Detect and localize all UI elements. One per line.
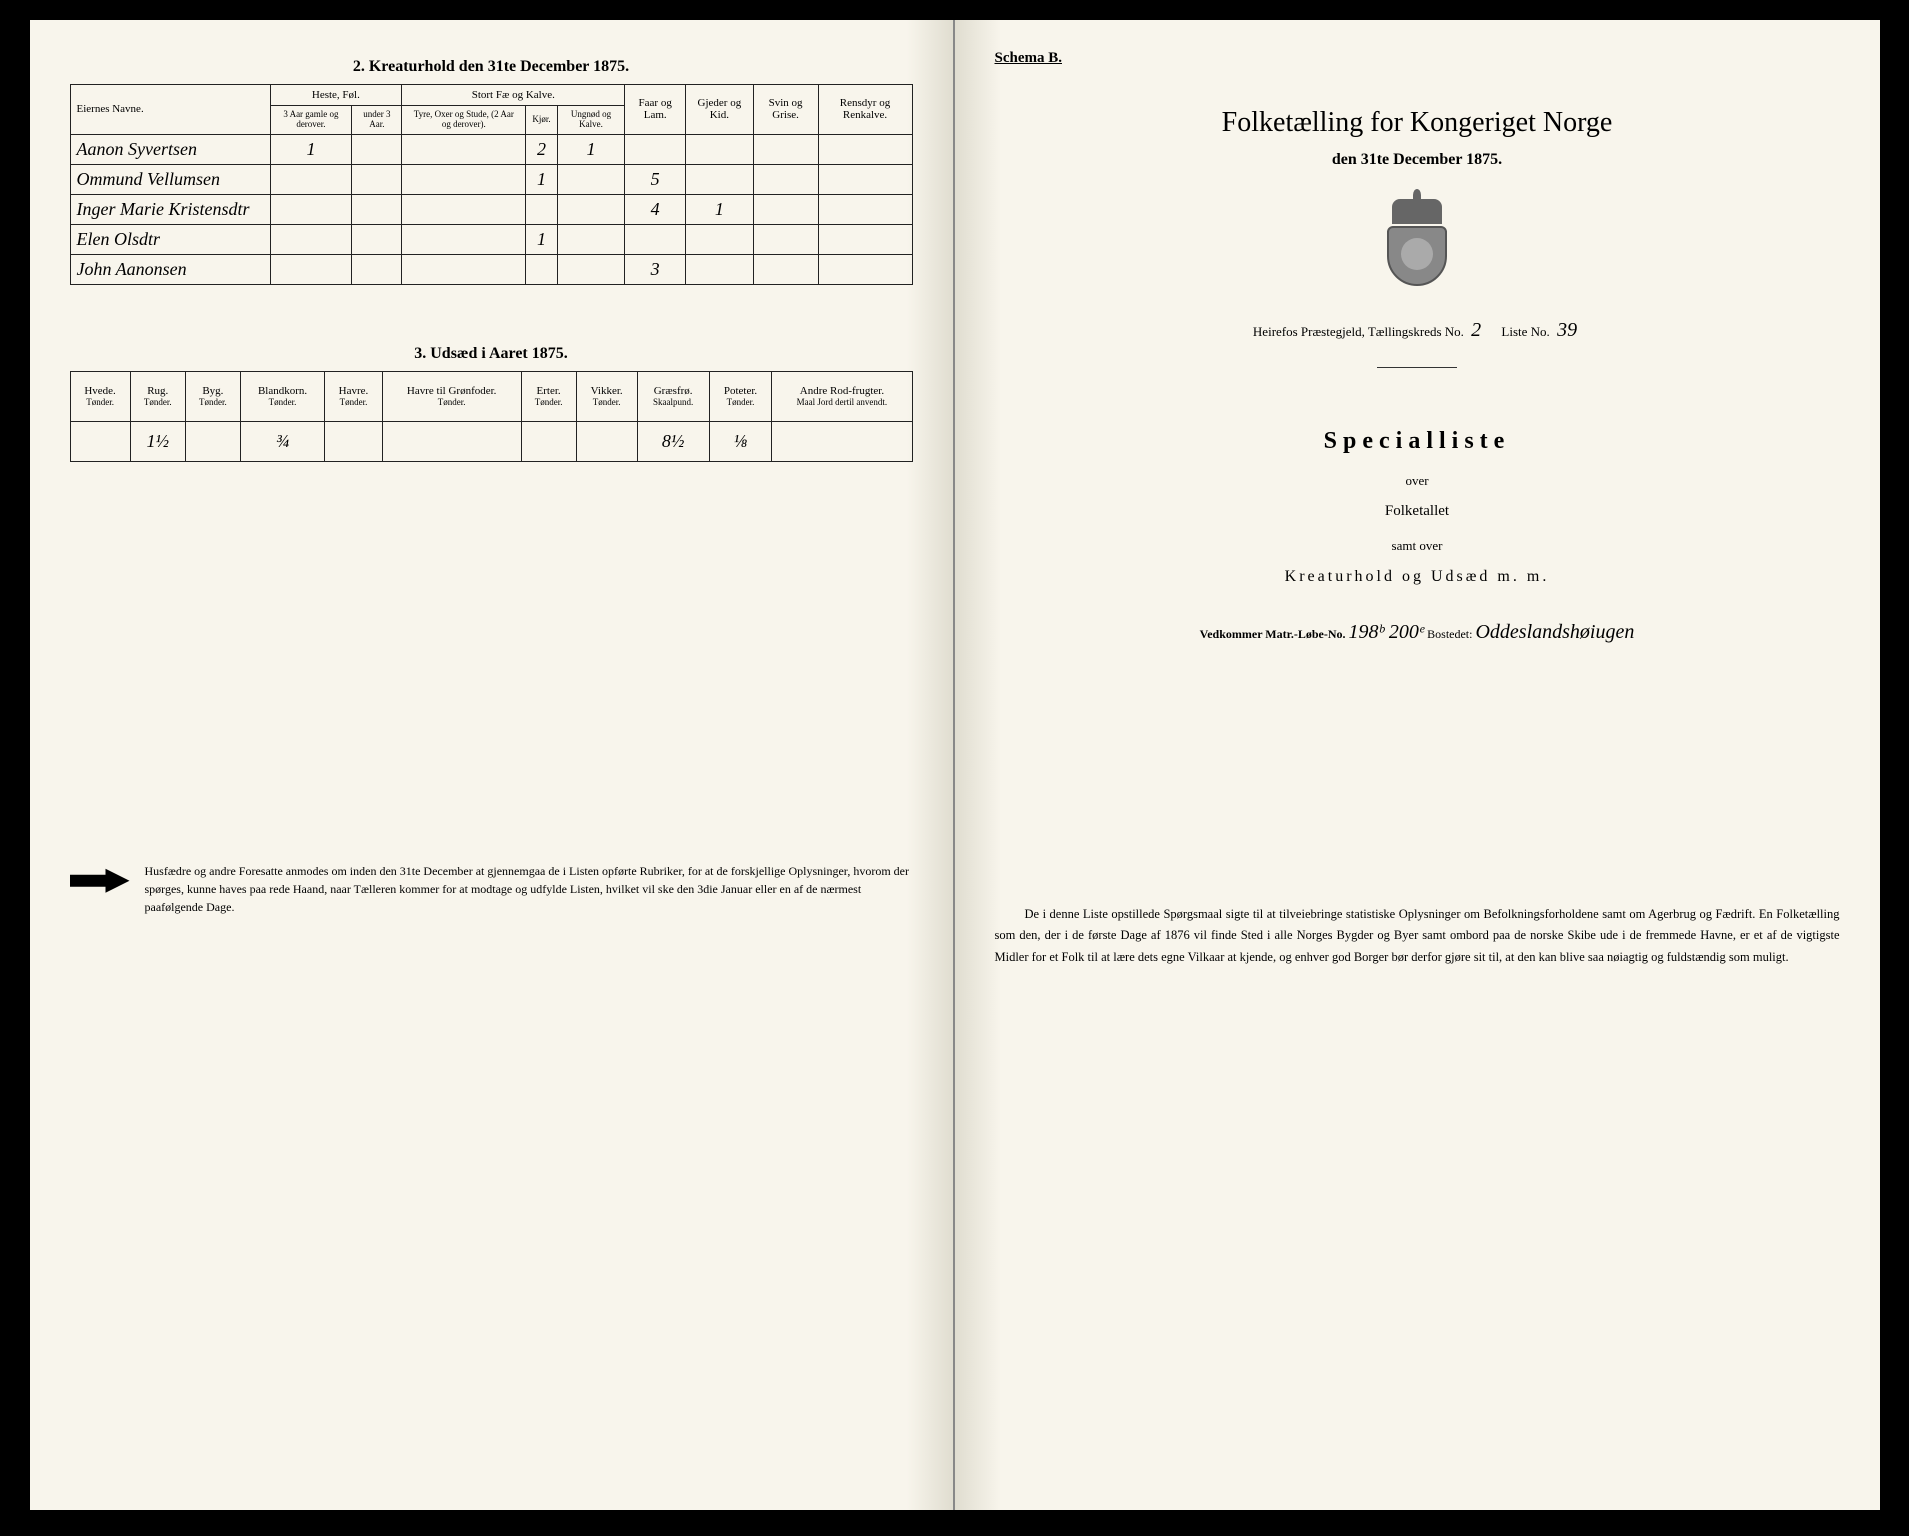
table-row: Inger Marie Kristensdtr41 <box>70 194 912 224</box>
census-title: Folketælling for Kongeriget Norge <box>995 107 1840 139</box>
vedkommer-line: Vedkommer Matr.-Løbe-No. 198ᵇ 200ᵉ Boste… <box>995 621 1840 644</box>
table-row: Ommund Vellumsen15 <box>70 164 912 194</box>
col-havre: Havre.Tønder. <box>325 371 383 421</box>
schema-label: Schema B. <box>995 50 1840 67</box>
sowing-table: Hvede.Tønder. Rug.Tønder. Byg.Tønder. Bl… <box>70 371 913 462</box>
col-graesfro: Græsfrø.Skaalpund. <box>637 371 709 421</box>
col-heste-a: 3 Aar gamle og derover. <box>270 106 352 135</box>
pointing-hand-icon <box>70 866 130 896</box>
section3-title: 3. Udsæd i Aaret 1875. <box>70 345 913 363</box>
col-eiernes-navne: Eiernes Navne. <box>70 85 270 135</box>
right-page: Schema B. Folketælling for Kongeriget No… <box>955 20 1880 1510</box>
livestock-table: Eiernes Navne. Heste, Føl. Stort Fæ og K… <box>70 84 913 285</box>
specialliste-title: Specialliste <box>995 428 1840 455</box>
left-page: 2. Kreaturhold den 31te December 1875. E… <box>30 20 955 1510</box>
col-fae-a: Tyre, Oxer og Stude, (2 Aar og derover). <box>402 106 526 135</box>
liste-no: 39 <box>1557 319 1577 341</box>
sowing-row: 1½ ¾ 8½ ⅛ <box>70 421 912 461</box>
kreatur-label: Kreaturhold og Udsæd m. m. <box>995 568 1840 586</box>
col-stort-fae: Stort Fæ og Kalve. <box>402 85 625 106</box>
col-vikker: Vikker.Tønder. <box>576 371 637 421</box>
col-heste: Heste, Føl. <box>270 85 402 106</box>
table-row: John Aanonsen3 <box>70 254 912 284</box>
section2-title: 2. Kreaturhold den 31te December 1875. <box>70 58 913 76</box>
col-erter: Erter.Tønder. <box>521 371 576 421</box>
col-blandkorn: Blandkorn.Tønder. <box>240 371 324 421</box>
divider <box>1377 367 1457 368</box>
col-byg: Byg.Tønder. <box>185 371 240 421</box>
col-rensdyr: Rensdyr og Renkalve. <box>818 85 912 135</box>
footnote-text: Husfædre og andre Foresatte anmodes om i… <box>145 862 913 916</box>
body-text: De i denne Liste opstillede Spørgsmaal s… <box>995 904 1840 968</box>
col-poteter: Poteter.Tønder. <box>709 371 772 421</box>
col-faar: Faar og Lam. <box>625 85 686 135</box>
folketallet-label: Folketallet <box>995 503 1840 520</box>
bosted-name: Oddeslandshøiugen <box>1475 621 1634 643</box>
samt-over-label: samt over <box>995 538 1840 554</box>
col-rug: Rug.Tønder. <box>130 371 185 421</box>
census-date: den 31te December 1875. <box>995 151 1840 169</box>
col-fae-b: Kjør. <box>526 106 557 135</box>
book-spread: 2. Kreaturhold den 31te December 1875. E… <box>30 20 1880 1510</box>
col-havre-gron: Havre til Grønfoder.Tønder. <box>382 371 521 421</box>
footnote-block: Husfædre og andre Foresatte anmodes om i… <box>70 862 913 916</box>
col-andre: Andre Rod-frugter.Maal Jord dertil anven… <box>772 371 912 421</box>
table-row: Aanon Syvertsen121 <box>70 134 912 164</box>
col-fae-c: Ungnød og Kalve. <box>557 106 625 135</box>
col-gjeder: Gjeder og Kid. <box>686 85 754 135</box>
coat-of-arms-icon <box>1382 199 1452 289</box>
matr-no: 198ᵇ 200ᵉ <box>1349 621 1425 643</box>
table-row: Elen Olsdtr1 <box>70 224 912 254</box>
col-hvede: Hvede.Tønder. <box>70 371 130 421</box>
meta-line: Heirefos Præstegjeld, Tællingskreds No. … <box>995 319 1840 342</box>
col-svin: Svin og Grise. <box>753 85 818 135</box>
over-label: over <box>995 473 1840 489</box>
kreds-no: 2 <box>1471 319 1481 341</box>
col-heste-b: under 3 Aar. <box>352 106 402 135</box>
